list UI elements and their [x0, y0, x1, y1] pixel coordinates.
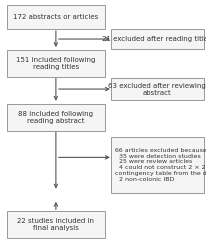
Text: 88 included following
reading abstract: 88 included following reading abstract [18, 111, 93, 124]
FancyBboxPatch shape [110, 78, 203, 100]
Text: 63 excluded after reviewing
abstract: 63 excluded after reviewing abstract [108, 82, 205, 96]
Text: 66 articles excluded because:
  35 were detection studies
  25 were review artic: 66 articles excluded because: 35 were de… [114, 148, 206, 182]
FancyBboxPatch shape [7, 5, 104, 29]
Text: 22 studies included in
final analysis: 22 studies included in final analysis [17, 218, 94, 231]
Text: 151 included following
reading titles: 151 included following reading titles [16, 57, 95, 70]
FancyBboxPatch shape [7, 50, 104, 77]
FancyBboxPatch shape [110, 29, 203, 49]
FancyBboxPatch shape [7, 104, 104, 131]
Text: 21 excluded after reading titles: 21 excluded after reading titles [102, 36, 206, 42]
FancyBboxPatch shape [110, 137, 203, 193]
FancyBboxPatch shape [7, 211, 104, 238]
Text: 172 abstracts or articles: 172 abstracts or articles [13, 14, 98, 20]
